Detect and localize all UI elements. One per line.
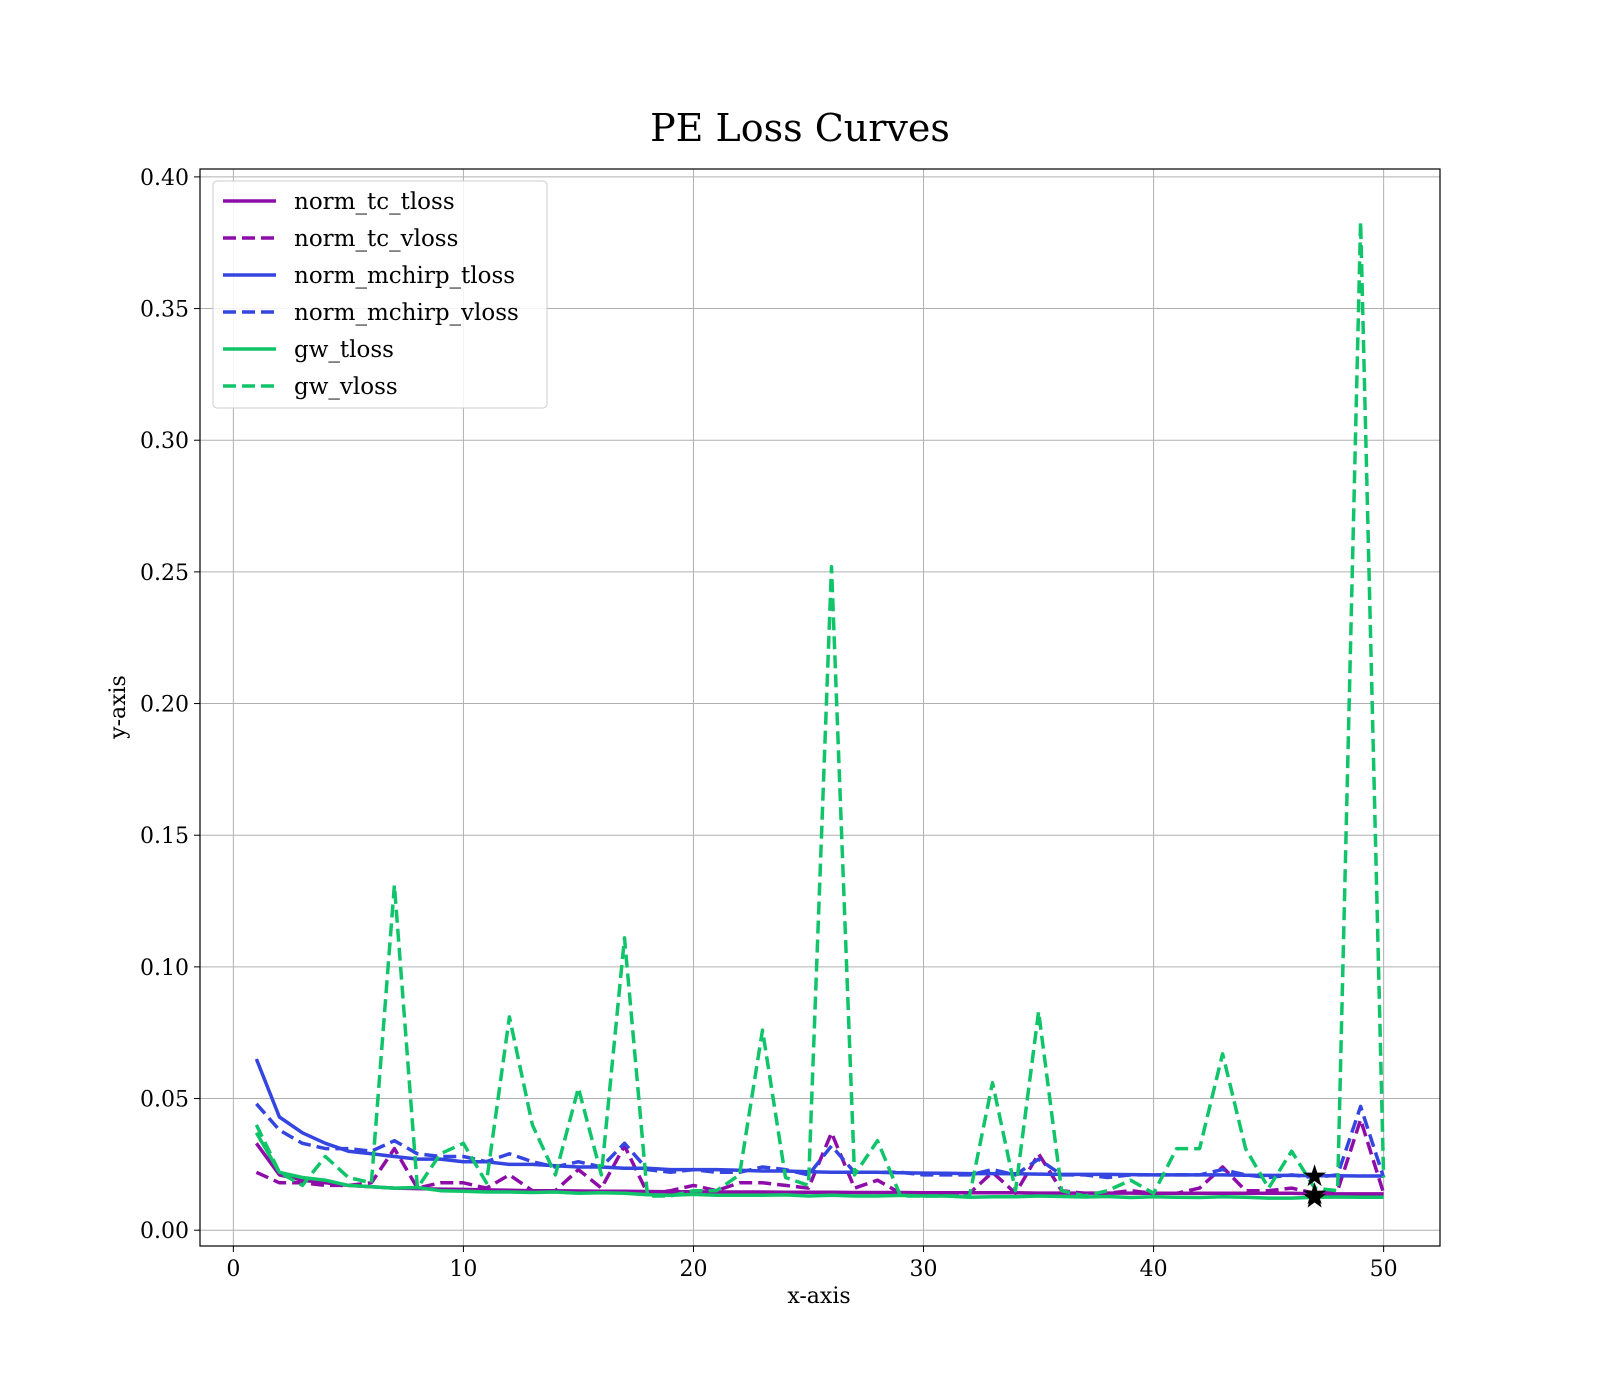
series-line-norm-tc-vloss [255,1117,1386,1196]
best-epoch-star-marker: ★ [1301,1177,1328,1212]
series-line-gw-vloss [254,219,1386,1198]
legend-label: norm_mchirp_tloss [294,263,515,289]
y-tick-label: 0.25 [140,561,189,586]
legend-label: norm_mchirp_vloss [294,300,519,326]
x-tick-label: 10 [449,1257,477,1282]
marker-layer: ★★★ [1301,1159,1328,1215]
y-tick-label: 0.05 [140,1088,189,1113]
x-axis-ticks: 0 10 20 30 40 50 [226,1246,1398,1282]
legend-label: gw_vloss [294,374,398,400]
y-tick-label: 0.30 [140,429,189,454]
best-epoch-star-marker: ★ [1301,1180,1328,1215]
y-axis-ticks: 0.00 0.05 0.10 0.15 0.20 0.25 0.30 0.35 0.40 [140,166,200,1244]
series-line-norm-mchirp-vloss [255,1102,1386,1180]
series-line-gw-tloss [254,1131,1384,1200]
legend: norm_tc_tloss norm_tc_vloss norm_mchirp_tl… [212,180,548,409]
y-tick-label: 0.35 [140,298,189,323]
legend-label: gw_tloss [294,337,394,363]
series-layer [254,219,1386,1200]
legend-box [212,180,548,409]
x-tick-label: 40 [1140,1257,1168,1282]
plot-frame [199,168,1441,1247]
y-tick-label: 0.10 [140,956,189,981]
legend-label: norm_tc_tloss [294,189,455,215]
x-tick-label: 0 [226,1257,240,1282]
best-epoch-star-marker: ★ [1301,1159,1328,1194]
y-tick-label: 0.40 [140,166,189,191]
legend-label: norm_tc_vloss [294,226,458,252]
x-axis-label: x-axis [787,1284,850,1309]
x-tick-label: 50 [1370,1257,1398,1282]
y-axis-label: y-axis [106,675,131,740]
y-tick-label: 0.15 [140,824,189,849]
y-tick-label: 0.00 [140,1219,189,1244]
x-tick-label: 30 [910,1257,938,1282]
x-tick-label: 20 [679,1257,707,1282]
y-tick-label: 0.20 [140,693,189,718]
chart-title: PE Loss Curves [650,106,950,150]
